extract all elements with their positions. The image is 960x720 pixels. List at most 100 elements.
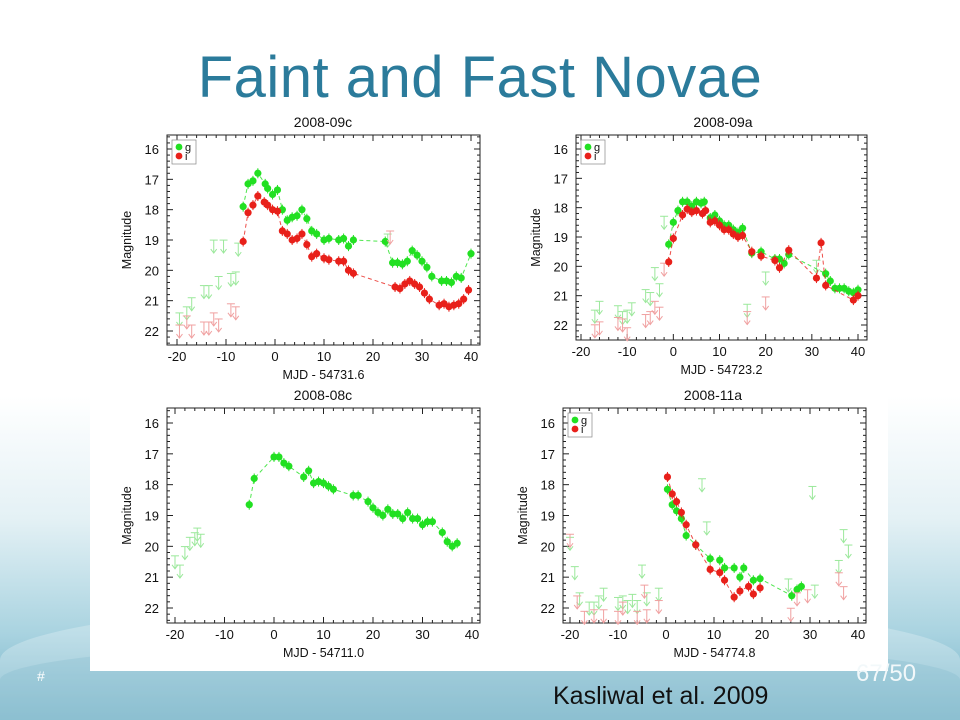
g-data-point [418,257,426,265]
limit-arrowhead [628,311,636,317]
g-data-point [674,207,682,215]
x-tick-label: -10 [215,627,234,642]
legend-label-i: i [581,424,583,436]
g-upper-limit-arrow [590,309,599,324]
x-tick-label: -20 [168,349,187,364]
limit-arrowhead [386,239,394,245]
legend-marker-i [584,152,592,160]
limit-arrowhead [200,294,208,300]
limit-arrowhead [215,285,223,291]
g-data-point [325,234,333,243]
g-data-point [381,237,389,246]
i-data-point [756,584,764,592]
g-data-point [369,504,377,512]
i-data-point [464,286,473,294]
i-upper-limit-arrow [566,533,574,549]
limit-arrowhead [581,620,588,626]
limit-arrowhead [623,318,631,324]
limit-arrowhead [193,536,201,542]
i-upper-limit-arrow [599,609,608,624]
i-upper-limit-arrow [834,572,843,587]
i-upper-limit-arrow [595,321,604,336]
limit-arrowhead [200,330,208,336]
i-data-point [415,283,424,291]
legend-label-g: g [594,142,600,154]
i-data-point [298,230,306,238]
g-upper-limit-arrow [231,271,240,286]
plot-frame [166,407,481,624]
i-upper-limit-arrow [641,314,650,329]
limit-arrowhead [619,610,627,616]
g-upper-limit-arrow [595,300,604,316]
limit-arrowhead [811,593,819,599]
i-upper-limit-arrow [573,595,582,610]
i-data-point [244,209,252,217]
g-upper-limit-arrow [660,215,669,231]
limit-arrowhead [642,323,650,329]
g-upper-limit-arrow [175,564,184,579]
g-data-point [749,576,757,584]
i-upper-limit-arrow [614,610,622,626]
limit-arrowhead [176,333,183,339]
limit-arrowhead [188,306,196,312]
g-data-point [822,270,830,278]
x-tick-label: -20 [561,627,580,642]
y-tick-label: 16 [145,142,159,157]
legend-marker-g [571,416,579,424]
footer-hash: # [37,668,45,684]
legend-box [580,139,606,165]
y-tick-label: 16 [541,416,555,431]
i-data-point [730,593,738,601]
x-tick-label: 20 [366,349,380,364]
g-data-point [300,473,308,481]
g-data-point [711,211,719,219]
g-upper-limit-arrow [614,596,622,612]
limit-arrowhead [585,610,593,616]
y-tick-label: 20 [541,539,555,554]
y-tick-label: 20 [145,539,159,554]
i-data-point [425,295,433,303]
g-upper-limit-arrow [209,239,218,254]
i-data-point [669,234,677,243]
limit-arrowhead [660,224,668,231]
i-data-point [749,590,757,598]
y-tick-label: 21 [541,570,555,585]
legend-marker-g [175,143,183,151]
g-data-point [285,462,293,470]
g-upper-limit-arrow [812,259,821,275]
i-data-point [771,256,779,265]
g-data-point [384,505,392,513]
limit-arrowhead [596,330,603,336]
i-data-point [716,568,724,577]
page-number: 67/50 [856,660,917,687]
limit-arrowhead [656,292,663,298]
x-tick-label: 10 [317,349,331,364]
limit-arrowhead [191,541,199,547]
limit-arrowhead [660,271,668,278]
limit-arrowhead [762,280,770,286]
g-data-point [738,224,747,232]
i-upper-limit-arrow [654,600,663,615]
x-tick-label: -20 [166,627,185,642]
y-tick-label: 19 [554,230,568,245]
i-data-point [725,226,733,234]
g-upper-limit-arrow [641,289,650,304]
i-data-point [668,490,676,498]
legend-label-i: i [594,151,596,163]
limit-arrowhead [227,282,235,288]
i-data-point [854,292,862,300]
g-data-point [264,184,272,193]
g-data-point [457,274,465,282]
legend-label-g: g [581,415,587,427]
i-upper-limit-arrow [793,592,802,607]
g-data-point [298,206,306,214]
chart-2008-08c: 2008-08c MJD - 54711.0 Magnitude -20 -10 0 10 2… [120,387,481,660]
g-data-point [467,250,475,258]
i-data-point [757,252,765,260]
g-data-point [447,278,455,287]
g-data-point [740,564,748,572]
g-upper-limit-arrow [810,584,819,599]
x-tick-label: 10 [712,344,726,359]
g-data-point [665,240,673,248]
